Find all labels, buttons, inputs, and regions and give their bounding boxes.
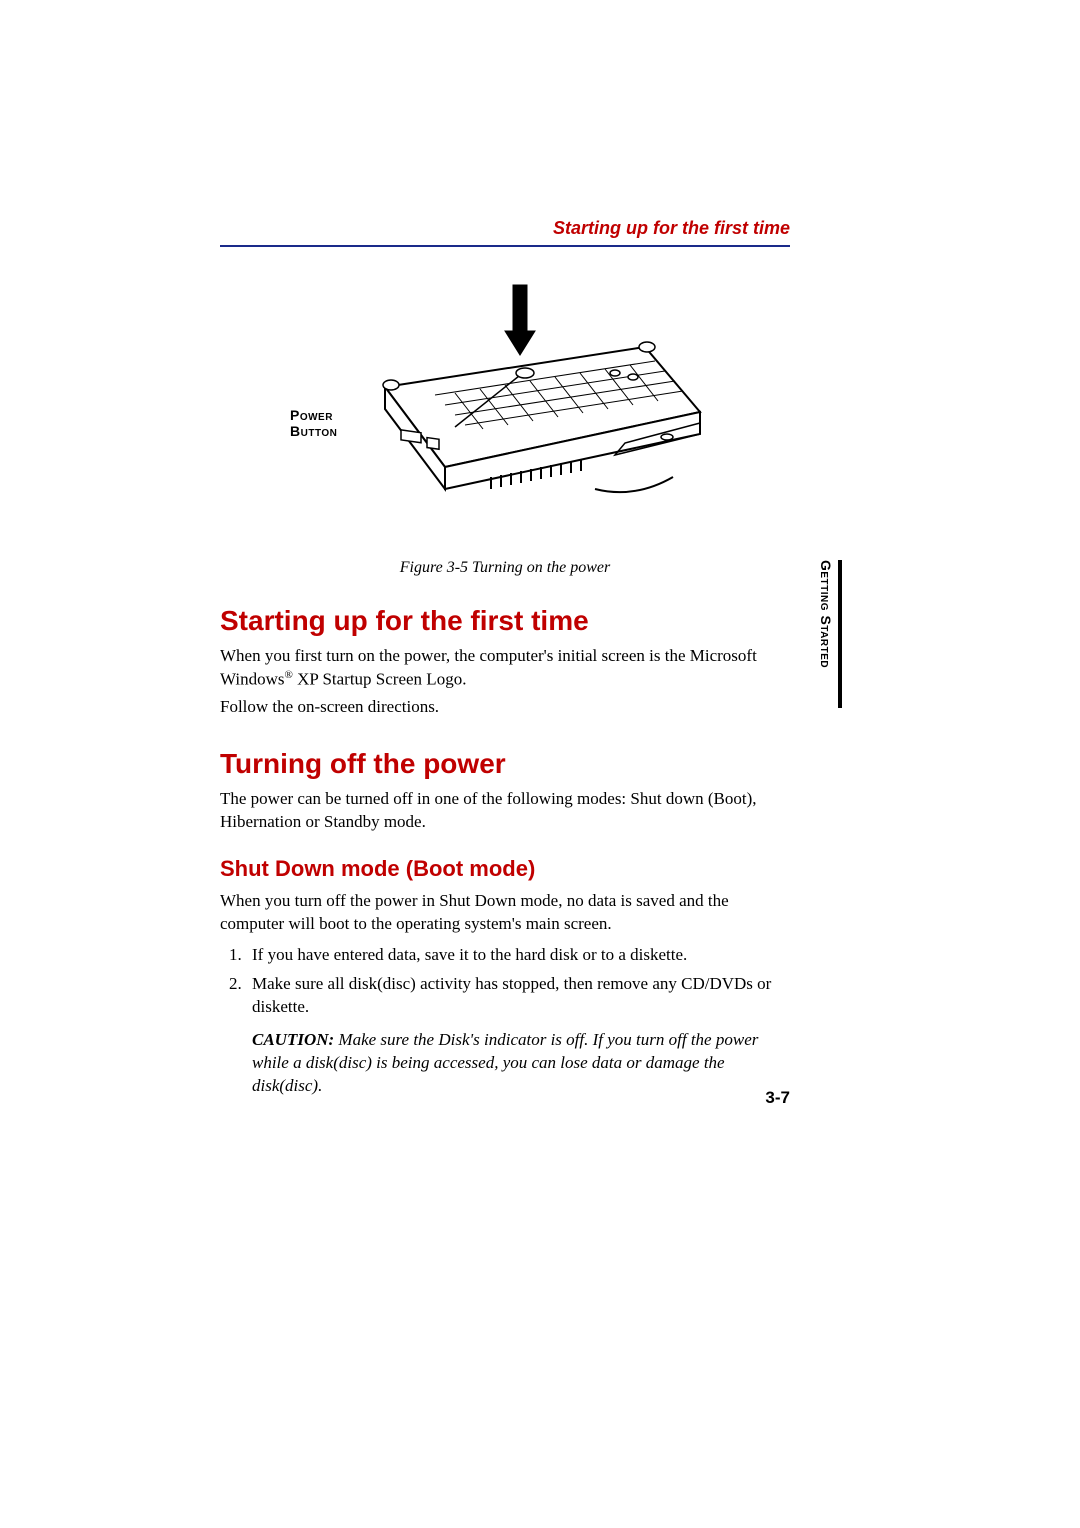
figure-block: Power Button bbox=[220, 277, 790, 537]
startup-para1-b: XP Startup Screen Logo. bbox=[293, 670, 467, 689]
page-content: Starting up for the first time Power But… bbox=[220, 218, 790, 1098]
shutdown-para1: When you turn off the power in Shut Down… bbox=[220, 890, 790, 936]
list-item: Make sure all disk(disc) activity has st… bbox=[246, 973, 790, 1019]
caution-label: CAUTION: bbox=[252, 1030, 334, 1049]
caution-block: CAUTION: Make sure the Disk's indicator … bbox=[220, 1029, 790, 1098]
page-number: 3-7 bbox=[765, 1088, 790, 1108]
startup-para1: When you first turn on the power, the co… bbox=[220, 645, 790, 692]
heading-turning-off: Turning off the power bbox=[220, 748, 790, 780]
figure-label-line1: Power bbox=[290, 407, 337, 423]
turnoff-para1: The power can be turned off in one of th… bbox=[220, 788, 790, 834]
list-item: If you have entered data, save it to the… bbox=[246, 944, 790, 967]
shutdown-steps-list: If you have entered data, save it to the… bbox=[220, 944, 790, 1019]
startup-para2: Follow the on-screen directions. bbox=[220, 696, 790, 719]
section-tab-label: Getting Started bbox=[818, 560, 834, 708]
figure-caption: Figure 3-5 Turning on the power bbox=[220, 559, 790, 577]
header-rule bbox=[220, 245, 790, 247]
section-tab-bar bbox=[838, 560, 842, 708]
section-tab: Getting Started bbox=[814, 560, 838, 708]
laptop-illustration bbox=[295, 277, 715, 527]
running-header: Starting up for the first time bbox=[220, 218, 790, 245]
figure-label-line2: Button bbox=[290, 423, 337, 439]
heading-starting-up: Starting up for the first time bbox=[220, 605, 790, 637]
heading-shutdown-mode: Shut Down mode (Boot mode) bbox=[220, 856, 790, 882]
registered-mark: ® bbox=[284, 669, 292, 681]
